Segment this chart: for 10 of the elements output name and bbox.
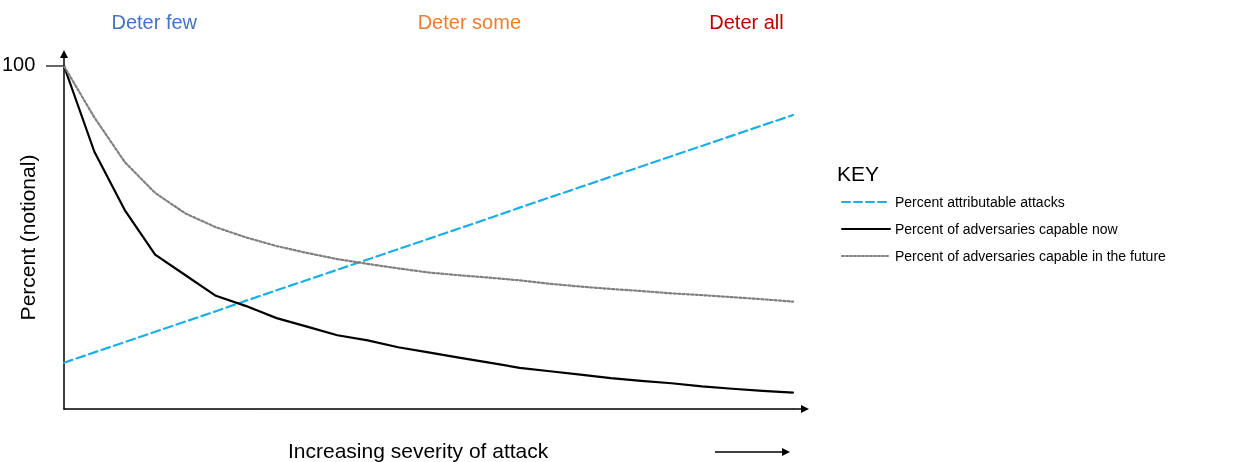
- y-axis-title: Percent (notional): [16, 154, 39, 321]
- legend-label: Percent of adversaries capable in the future: [895, 248, 1167, 264]
- legend-label: Percent of adversaries capable now: [895, 221, 1119, 237]
- text: Deter some: [417, 11, 522, 33]
- text: Deter all: [709, 11, 784, 33]
- text: 100: [2, 53, 36, 75]
- legend-label: Percent attributable attacks: [895, 194, 1065, 210]
- legend-title: KEY: [837, 162, 880, 185]
- text: Deter few: [111, 11, 198, 33]
- x-axis-title: Increasing severity of attack: [288, 439, 549, 462]
